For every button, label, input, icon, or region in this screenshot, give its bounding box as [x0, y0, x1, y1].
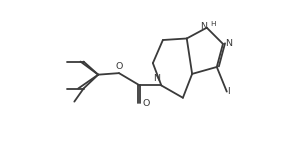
- Text: I: I: [228, 87, 230, 96]
- Text: O: O: [143, 99, 150, 108]
- Text: H: H: [211, 21, 216, 27]
- Text: N: N: [225, 39, 232, 48]
- Text: O: O: [115, 62, 123, 71]
- Text: N: N: [154, 74, 160, 83]
- Text: N: N: [201, 22, 208, 31]
